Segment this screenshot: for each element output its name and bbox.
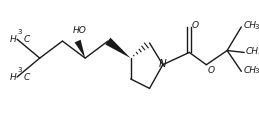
Text: 3: 3: [18, 29, 22, 35]
Text: C: C: [24, 35, 30, 44]
Text: 3: 3: [255, 68, 259, 74]
Text: H: H: [9, 72, 16, 81]
Text: C: C: [24, 72, 30, 81]
Text: 3: 3: [18, 67, 22, 73]
Text: O: O: [207, 66, 214, 75]
Text: H: H: [9, 35, 16, 44]
Text: 3: 3: [257, 49, 259, 55]
Text: 3: 3: [255, 24, 259, 30]
Polygon shape: [105, 38, 131, 58]
Text: CH: CH: [243, 21, 256, 30]
Text: O: O: [192, 21, 199, 30]
Text: N: N: [159, 59, 167, 69]
Text: HO: HO: [73, 26, 87, 35]
Text: CH: CH: [243, 66, 256, 75]
Text: CH: CH: [246, 47, 259, 56]
Polygon shape: [75, 40, 85, 58]
